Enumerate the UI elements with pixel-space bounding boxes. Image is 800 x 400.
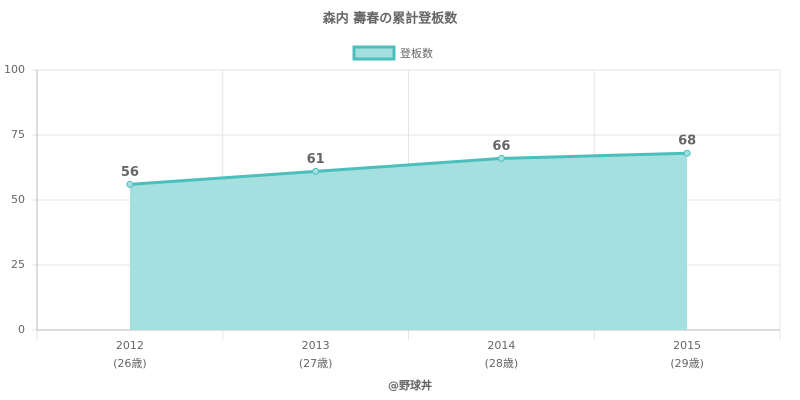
x-tick-sublabel: (29歳)	[670, 357, 704, 370]
x-tick-label: 2014	[487, 339, 515, 352]
value-label: 61	[307, 152, 325, 167]
point	[312, 167, 320, 175]
y-tick-label: 75	[11, 128, 25, 141]
x-tick-label: 2013	[302, 339, 330, 352]
x-tick-label: 2012	[116, 339, 144, 352]
value-label: 68	[678, 134, 696, 149]
x-tick-sublabel: (28歳)	[485, 357, 519, 370]
y-tick-label: 100	[4, 63, 25, 76]
line	[129, 151, 688, 186]
y-tick-label: 0	[18, 323, 25, 336]
x-axis-title: @野球丼	[388, 378, 432, 392]
point	[126, 180, 134, 188]
y-tick-label: 25	[11, 258, 25, 271]
area	[129, 153, 688, 330]
value-label: 56	[121, 165, 139, 180]
legend-swatch	[352, 45, 396, 61]
x-tick-sublabel: (27歳)	[299, 357, 333, 370]
x-tick-label: 2015	[673, 339, 701, 352]
value-label: 66	[492, 139, 510, 154]
x-tick-sublabel: (26歳)	[113, 357, 147, 370]
point	[497, 154, 505, 162]
legend-label: 登板数	[400, 46, 433, 60]
chart-title: 森内 壽春の累計登板数	[323, 11, 459, 27]
y-tick-label: 50	[11, 193, 25, 206]
point	[683, 149, 691, 157]
